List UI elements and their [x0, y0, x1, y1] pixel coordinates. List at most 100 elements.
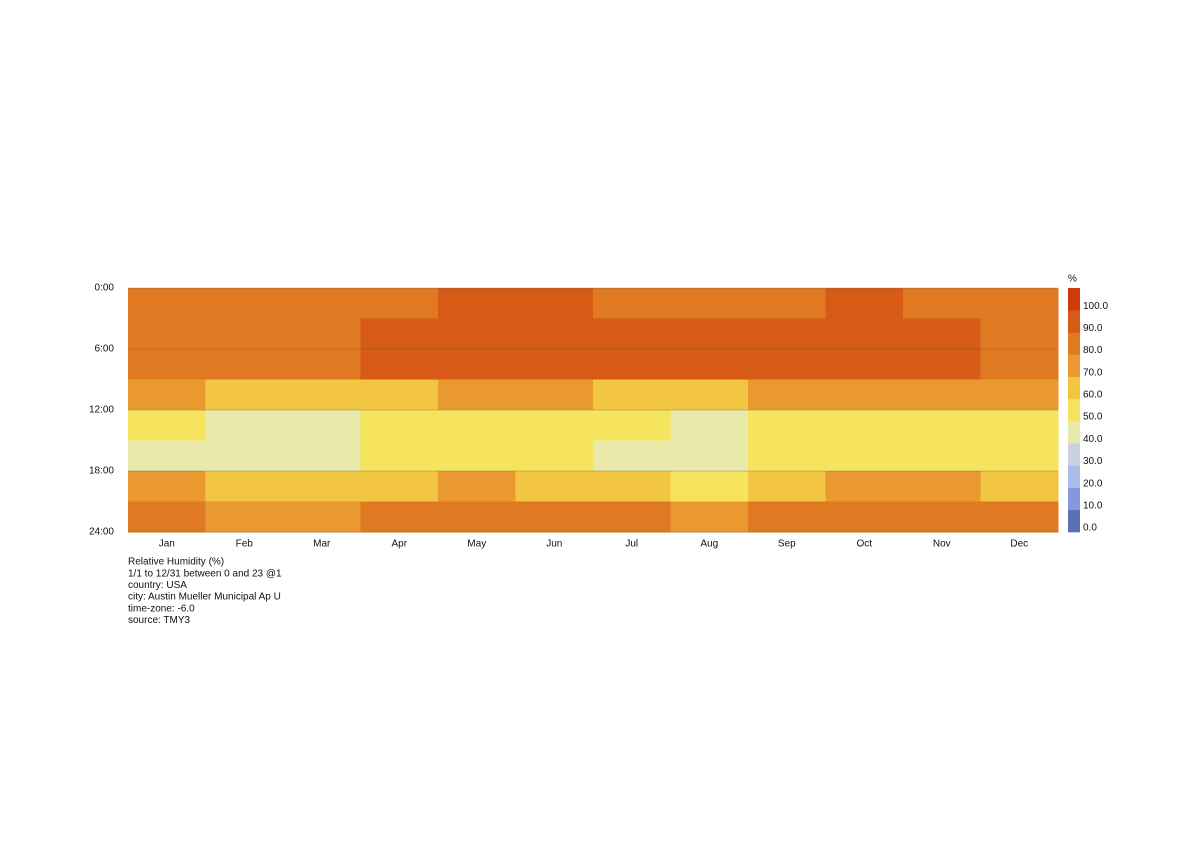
heat-cell	[593, 410, 671, 441]
heat-cell	[903, 471, 981, 502]
heat-cell	[205, 288, 284, 319]
colorbar-tick-label: 40.0	[1083, 434, 1103, 445]
heat-cell	[205, 318, 284, 350]
heat-cell	[748, 440, 826, 472]
colorbar-swatch	[1068, 310, 1080, 333]
y-tick-label: 6:00	[95, 344, 115, 355]
heat-cell	[748, 349, 826, 380]
heat-cell	[360, 379, 439, 411]
heat-cell	[438, 318, 516, 350]
heat-cell	[360, 349, 439, 380]
heat-cell	[515, 288, 594, 319]
heat-cell	[360, 288, 439, 319]
y-tick-label: 12:00	[89, 405, 114, 416]
heat-cell	[283, 471, 361, 502]
heat-cell	[825, 288, 904, 319]
heat-cell	[205, 410, 284, 441]
y-tick-label: 24:00	[89, 527, 114, 538]
heat-cell	[283, 501, 361, 533]
heat-cell	[748, 501, 826, 533]
heat-cell	[128, 440, 206, 472]
colorbar-tick-label: 70.0	[1083, 367, 1103, 378]
colorbar-swatch	[1068, 332, 1080, 355]
note: time-zone: -6.0	[128, 603, 195, 614]
colorbar-tick-label: 90.0	[1083, 323, 1103, 334]
heat-cell	[283, 288, 361, 319]
heat-cell	[360, 318, 439, 350]
heat-cell	[903, 440, 981, 472]
heat-cell	[205, 379, 284, 411]
heat-cell	[903, 288, 981, 319]
heat-cell	[670, 379, 749, 411]
heat-cell	[360, 501, 439, 533]
heat-cell	[980, 501, 1059, 533]
colorbar-title: %	[1068, 274, 1077, 285]
heat-cell	[593, 288, 671, 319]
heat-cell	[128, 471, 206, 502]
colorbar-tick-label: 80.0	[1083, 345, 1103, 356]
heat-cell	[360, 471, 439, 502]
heat-cell	[438, 349, 516, 380]
x-tick-label: May	[467, 539, 486, 550]
heat-cell	[980, 318, 1059, 350]
colorbar-tick-label: 50.0	[1083, 412, 1103, 423]
y-tick-label: 0:00	[95, 283, 115, 294]
colorbar-tick-label: 30.0	[1083, 456, 1103, 467]
heat-cell	[593, 349, 671, 380]
colorbar-swatch	[1068, 443, 1080, 466]
heat-cell	[748, 318, 826, 350]
heat-cell	[283, 440, 361, 472]
heat-cell	[670, 349, 749, 380]
colorbar-swatch	[1068, 288, 1080, 311]
heat-cell	[593, 379, 671, 411]
heat-cell	[515, 318, 594, 350]
heat-cell	[438, 288, 516, 319]
heat-cell	[438, 379, 516, 411]
heat-cell	[748, 288, 826, 319]
heat-cell	[903, 349, 981, 380]
x-tick-label: Sep	[778, 539, 796, 550]
heat-cell	[128, 349, 206, 380]
heat-cell	[128, 410, 206, 441]
heat-cell	[903, 410, 981, 441]
heat-cell	[593, 471, 671, 502]
note: Relative Humidity (%)	[128, 557, 224, 568]
heat-cell	[903, 501, 981, 533]
heat-cell	[438, 501, 516, 533]
heat-cell	[128, 379, 206, 411]
x-tick-label: Feb	[236, 539, 254, 550]
note: 1/1 to 12/31 between 0 and 23 @1	[128, 568, 282, 579]
y-tick-label: 18:00	[89, 466, 114, 477]
heat-cell	[670, 288, 749, 319]
colorbar-tick-label: 0.0	[1083, 523, 1097, 534]
heat-cell	[438, 440, 516, 472]
x-tick-label: Jul	[625, 539, 638, 550]
heat-cell	[980, 379, 1059, 411]
heat-cell	[670, 501, 749, 533]
heat-cell	[128, 501, 206, 533]
heat-cell	[825, 410, 904, 441]
heat-cell	[360, 440, 439, 472]
heat-cell	[515, 471, 594, 502]
heat-cell	[825, 318, 904, 350]
heat-cell	[670, 318, 749, 350]
note: country: USA	[128, 580, 187, 591]
heat-cell	[670, 440, 749, 472]
heat-cell	[283, 379, 361, 411]
heat-cell	[980, 410, 1059, 441]
heat-cell	[748, 471, 826, 502]
x-tick-label: Jan	[159, 539, 175, 550]
heat-cell	[205, 349, 284, 380]
heat-cell	[515, 501, 594, 533]
heat-cell	[980, 288, 1059, 319]
heat-cell	[670, 471, 749, 502]
colorbar-tick-label: 10.0	[1083, 500, 1103, 511]
heat-cell	[980, 349, 1059, 380]
heat-cell	[283, 349, 361, 380]
colorbar-swatch	[1068, 487, 1080, 511]
heat-cell	[205, 440, 284, 472]
heat-cell	[903, 318, 981, 350]
heat-cell	[825, 379, 904, 411]
colorbar-swatch	[1068, 465, 1080, 488]
